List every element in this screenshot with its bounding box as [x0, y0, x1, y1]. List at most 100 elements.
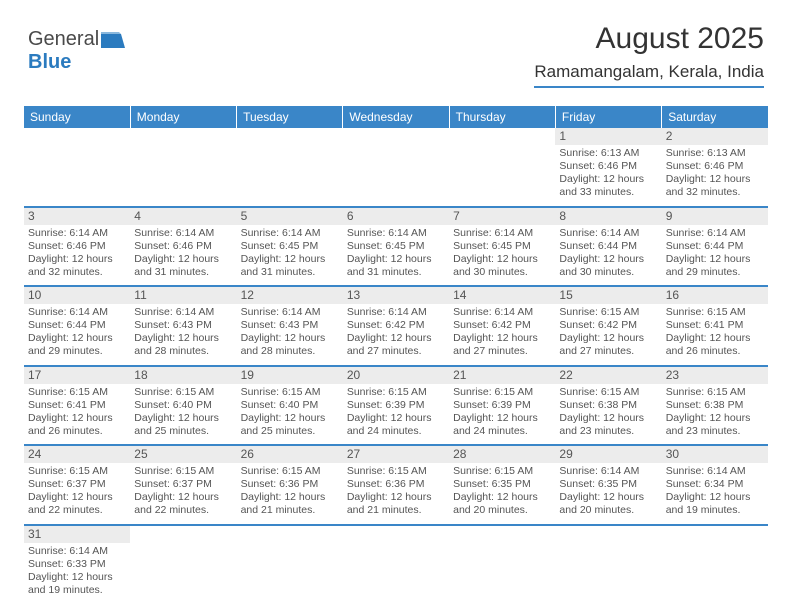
empty-cell: [343, 128, 449, 207]
day-info: Sunrise: 6:13 AM: [666, 147, 764, 160]
day-number: 17: [24, 367, 130, 384]
weekday-header: Friday: [555, 106, 661, 128]
flag-icon: [101, 32, 125, 48]
day-info: Sunrise: 6:14 AM: [28, 306, 126, 319]
day-info: Sunrise: 6:14 AM: [347, 306, 445, 319]
day-cell: 31Sunrise: 6:14 AMSunset: 6:33 PMDayligh…: [24, 525, 130, 604]
empty-cell: [449, 525, 555, 604]
day-info: Sunrise: 6:15 AM: [241, 465, 339, 478]
logo-text-1: General: [28, 28, 99, 50]
day-info: Sunset: 6:42 PM: [559, 319, 657, 332]
day-info: Daylight: 12 hours and 29 minutes.: [666, 253, 764, 279]
day-info: Daylight: 12 hours and 20 minutes.: [453, 491, 551, 517]
day-info: Sunset: 6:36 PM: [241, 478, 339, 491]
calendar-body: 1Sunrise: 6:13 AMSunset: 6:46 PMDaylight…: [24, 128, 768, 603]
day-info: Sunrise: 6:15 AM: [559, 386, 657, 399]
day-info: Daylight: 12 hours and 26 minutes.: [28, 412, 126, 438]
day-info: Sunset: 6:38 PM: [559, 399, 657, 412]
day-info: Daylight: 12 hours and 19 minutes.: [28, 571, 126, 597]
weekday-header: Tuesday: [237, 106, 343, 128]
day-cell: 4Sunrise: 6:14 AMSunset: 6:46 PMDaylight…: [130, 207, 236, 287]
day-info: Sunrise: 6:15 AM: [347, 386, 445, 399]
day-info: Daylight: 12 hours and 29 minutes.: [28, 332, 126, 358]
day-info: Sunset: 6:43 PM: [134, 319, 232, 332]
day-number: 1: [555, 128, 661, 145]
day-info: Sunset: 6:41 PM: [666, 319, 764, 332]
location-text: Ramamangalam, Kerala, India: [534, 62, 764, 88]
day-info: Sunset: 6:39 PM: [347, 399, 445, 412]
day-number: 21: [449, 367, 555, 384]
day-cell: 2Sunrise: 6:13 AMSunset: 6:46 PMDaylight…: [662, 128, 768, 207]
day-info: Daylight: 12 hours and 31 minutes.: [241, 253, 339, 279]
day-info: Sunrise: 6:15 AM: [453, 465, 551, 478]
logo-text-2: Blue: [28, 51, 71, 73]
calendar-row: 31Sunrise: 6:14 AMSunset: 6:33 PMDayligh…: [24, 525, 768, 604]
day-cell: 29Sunrise: 6:14 AMSunset: 6:35 PMDayligh…: [555, 445, 661, 525]
day-info: Sunset: 6:37 PM: [134, 478, 232, 491]
empty-cell: [662, 525, 768, 604]
day-number: 5: [237, 208, 343, 225]
empty-cell: [343, 525, 449, 604]
day-info: Sunset: 6:44 PM: [559, 240, 657, 253]
day-cell: 8Sunrise: 6:14 AMSunset: 6:44 PMDaylight…: [555, 207, 661, 287]
day-info: Daylight: 12 hours and 32 minutes.: [666, 173, 764, 199]
day-info: Sunrise: 6:15 AM: [134, 386, 232, 399]
day-cell: 11Sunrise: 6:14 AMSunset: 6:43 PMDayligh…: [130, 286, 236, 366]
day-info: Daylight: 12 hours and 23 minutes.: [666, 412, 764, 438]
day-info: Daylight: 12 hours and 30 minutes.: [559, 253, 657, 279]
day-cell: 20 Sunrise: 6:15 AMSunset: 6:39 PMDayligh…: [343, 366, 449, 446]
day-number: 19: [237, 367, 343, 384]
day-info: Sunset: 6:42 PM: [347, 319, 445, 332]
day-info: Daylight: 12 hours and 21 minutes.: [241, 491, 339, 517]
day-cell: 13Sunrise: 6:14 AMSunset: 6:42 PMDayligh…: [343, 286, 449, 366]
day-number: 3: [24, 208, 130, 225]
day-cell: 21Sunrise: 6:15 AMSunset: 6:39 PMDayligh…: [449, 366, 555, 446]
day-info: Daylight: 12 hours and 23 minutes.: [559, 412, 657, 438]
day-info: Sunset: 6:45 PM: [241, 240, 339, 253]
day-number: 12: [237, 287, 343, 304]
day-number: 20: [343, 367, 449, 384]
day-info: Daylight: 12 hours and 31 minutes.: [134, 253, 232, 279]
day-number: 29: [555, 446, 661, 463]
day-number: 25: [130, 446, 236, 463]
calendar-row: 24 Sunrise: 6:15 AM Sunset: 6:37 PM Dayligh…: [24, 445, 768, 525]
day-info: Daylight: 12 hours and 25 minutes.: [241, 412, 339, 438]
day-info: Sunset: 6:44 PM: [28, 319, 126, 332]
day-info: Sunset: 6:41 PM: [28, 399, 126, 412]
empty-cell: [130, 525, 236, 604]
day-number: 24: [24, 446, 130, 463]
day-info: Sunset: 6:45 PM: [347, 240, 445, 253]
day-number: 9: [662, 208, 768, 225]
day-info: Sunrise: 6:14 AM: [453, 306, 551, 319]
day-info: Daylight: 12 hours and 27 minutes.: [559, 332, 657, 358]
calendar-row: 17Sunrise: 6:15 AMSunset: 6:41 PMDayligh…: [24, 366, 768, 446]
empty-cell: [237, 525, 343, 604]
day-number: 15: [555, 287, 661, 304]
day-cell: 12Sunrise: 6:14 AMSunset: 6:43 PMDayligh…: [237, 286, 343, 366]
day-info: Daylight: 12 hours and 22 minutes.: [28, 491, 126, 517]
day-number: 26: [237, 446, 343, 463]
day-info: Daylight: 12 hours and 30 minutes.: [453, 253, 551, 279]
weekday-header: Sunday: [24, 106, 130, 128]
day-number: 31: [24, 526, 130, 543]
day-info: Sunrise: 6:14 AM: [559, 227, 657, 240]
calendar-row: 10Sunrise: 6:14 AMSunset: 6:44 PMDayligh…: [24, 286, 768, 366]
day-info: Daylight: 12 hours and 28 minutes.: [241, 332, 339, 358]
day-info: Sunset: 6:46 PM: [666, 160, 764, 173]
day-info: Sunset: 6:45 PM: [453, 240, 551, 253]
weekday-header: Wednesday: [343, 106, 449, 128]
day-info: Daylight: 12 hours and 24 minutes.: [347, 412, 445, 438]
day-number: 28: [449, 446, 555, 463]
day-number: 18: [130, 367, 236, 384]
day-info: Sunrise: 6:15 AM: [559, 306, 657, 319]
day-info: Sunset: 6:40 PM: [134, 399, 232, 412]
day-info: Sunrise: 6:15 AM: [28, 465, 126, 478]
day-number: 22: [555, 367, 661, 384]
empty-cell: [449, 128, 555, 207]
day-cell: 28Sunrise: 6:15 AMSunset: 6:35 PMDayligh…: [449, 445, 555, 525]
day-info: Sunrise: 6:14 AM: [559, 465, 657, 478]
day-cell: 15 Sunrise: 6:15 AMSunset: 6:42 PMDayligh…: [555, 286, 661, 366]
day-info: Daylight: 12 hours and 21 minutes.: [347, 491, 445, 517]
day-cell: 19Sunrise: 6:15 AMSunset: 6:40 PMDayligh…: [237, 366, 343, 446]
day-info: Sunrise: 6:15 AM: [666, 306, 764, 319]
